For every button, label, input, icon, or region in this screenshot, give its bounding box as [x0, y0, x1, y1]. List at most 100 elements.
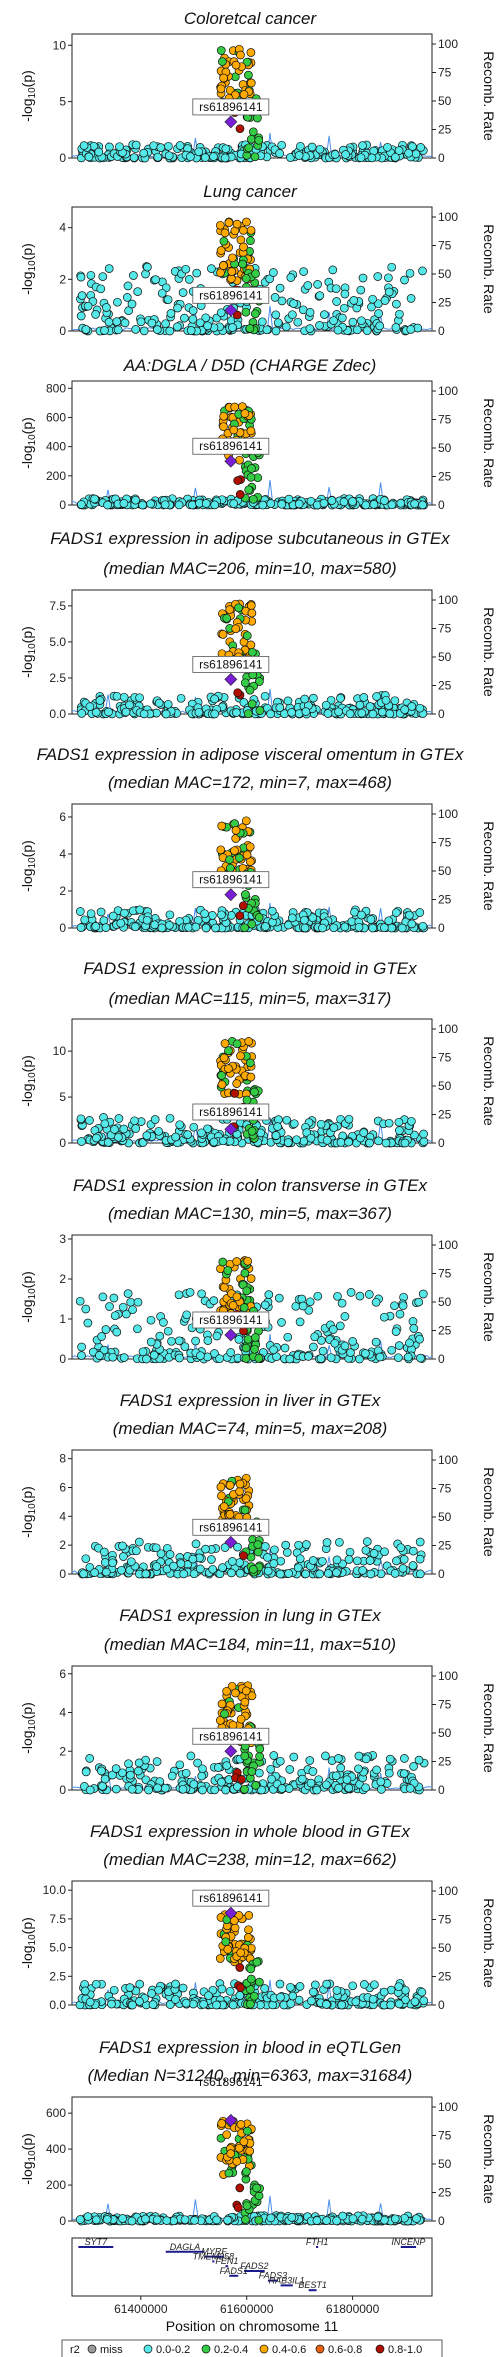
point-low-ld — [305, 308, 315, 317]
point-low-ld — [200, 909, 209, 919]
point-low-ld — [289, 299, 298, 308]
point-low-ld — [372, 692, 381, 701]
point-low-ld — [161, 709, 171, 719]
panel-subtitle: (median MAC=130, min=5, max=367) — [108, 1204, 392, 1223]
point-peak — [230, 402, 240, 412]
point-mid-ld — [244, 485, 254, 495]
point-peak — [225, 1510, 235, 1519]
point-low-ld — [112, 317, 122, 326]
point-low-ld — [148, 2000, 158, 2009]
legend-label: 0.2-0.4 — [214, 2344, 248, 2356]
point-low-ld — [210, 709, 220, 719]
point-low-ld — [266, 2213, 276, 2223]
point-low-ld — [209, 152, 218, 161]
point-peak — [236, 1051, 245, 1061]
y-tick-label: 0 — [59, 1783, 66, 1797]
point-low-ld — [123, 1289, 133, 1298]
point-low-ld — [91, 2215, 101, 2225]
point-peak — [216, 46, 226, 55]
point-low-ld — [176, 693, 186, 703]
point-low-ld — [184, 275, 194, 284]
point-low-ld — [100, 326, 109, 335]
y2-tick-label: 0 — [438, 1352, 445, 1366]
point-low-ld — [163, 295, 173, 305]
point-low-ld — [372, 1765, 381, 1775]
point-low-ld — [284, 1569, 293, 1578]
point-low-ld — [296, 141, 305, 151]
point-low-ld — [208, 1564, 218, 1574]
point-low-ld — [81, 1767, 91, 1777]
point-mid-ld — [254, 1353, 264, 1363]
point-peak — [243, 1933, 253, 1942]
point-low-ld — [395, 1309, 405, 1319]
point-low-ld — [229, 499, 239, 508]
point-low-ld — [371, 1337, 381, 1347]
point-low-ld — [415, 1334, 424, 1344]
point-low-ld — [412, 2214, 421, 2223]
point-low-ld — [366, 915, 376, 924]
y2-axis-label: Recomb. Rate — [481, 821, 497, 911]
point-low-ld — [392, 1556, 401, 1566]
point-peak — [243, 2126, 252, 2136]
point-mid-ld — [243, 1334, 253, 1344]
point-low-ld — [410, 1997, 420, 2007]
legend-label: 0.8-1.0 — [388, 2344, 422, 2356]
point-low-ld — [232, 708, 241, 717]
point-low-ld — [198, 1764, 207, 1774]
point-low-ld — [186, 326, 196, 335]
point-low-ld — [336, 693, 345, 703]
point-high-ld — [238, 901, 248, 911]
point-low-ld — [172, 322, 182, 332]
point-low-ld — [81, 1554, 91, 1564]
point-low-ld — [335, 1537, 344, 1547]
y-label-sub: 10 — [27, 434, 38, 446]
point-low-ld — [163, 1326, 173, 1336]
point-low-ld — [390, 696, 400, 706]
point-peak — [240, 1268, 250, 1278]
point-low-ld — [108, 1352, 118, 1362]
point-low-ld — [322, 1135, 332, 1145]
point-low-ld — [162, 2216, 172, 2225]
point-low-ld — [108, 1558, 117, 1568]
point-peak — [219, 411, 229, 421]
y2-tick-label: 50 — [438, 441, 452, 455]
y-axis-label: -log10(p) — [19, 1917, 38, 1969]
y2-tick-label: 50 — [438, 1295, 452, 1309]
panel-4: FADS1 expression in adipose subcutaneous… — [19, 529, 497, 721]
panel-9: FADS1 expression in lung in GTEx (median … — [19, 1606, 497, 1797]
point-low-ld — [121, 707, 131, 717]
lead-snp-marker — [224, 672, 238, 686]
point-low-ld — [119, 499, 129, 508]
point-peak — [246, 225, 256, 235]
point-low-ld — [174, 500, 184, 510]
panel-title: Coloretcal cancer — [184, 9, 318, 28]
point-low-ld — [403, 1352, 413, 1362]
point-low-ld — [281, 1540, 291, 1550]
panel-title: FADS1 expression in blood in eQTLGen — [99, 2038, 401, 2057]
point-mid-ld — [255, 1744, 265, 1754]
snp-label-text: rs61896141 — [199, 1313, 263, 1327]
y-axis-label: -log10(p) — [19, 70, 38, 122]
point-low-ld — [387, 500, 397, 510]
point-low-ld — [295, 1982, 305, 1991]
point-peak — [227, 267, 237, 276]
point-peak — [234, 853, 244, 863]
panel-title: FADS1 expression in adipose subcutaneous… — [50, 529, 450, 548]
y-label-sub: 10 — [27, 1719, 38, 1731]
y-label-log: -log — [19, 445, 35, 468]
point-low-ld — [407, 702, 417, 711]
snp-label-text: rs61896141 — [199, 1105, 263, 1119]
y-label-sub: 10 — [27, 1503, 38, 1515]
point-low-ld — [339, 497, 349, 507]
point-low-ld — [405, 910, 414, 920]
point-low-ld — [348, 497, 357, 506]
point-low-ld — [309, 1342, 318, 1352]
point-low-ld — [146, 499, 155, 509]
y-tick-label: 4 — [59, 847, 66, 861]
point-low-ld — [357, 708, 367, 718]
point-peak — [216, 84, 226, 94]
point-low-ld — [287, 708, 296, 717]
point-low-ld — [152, 2215, 162, 2225]
point-low-ld — [273, 318, 283, 328]
panel-3: AA:DGLA / D5D (CHARGE Zdec) 0 200 400 600 800… — [19, 356, 497, 512]
